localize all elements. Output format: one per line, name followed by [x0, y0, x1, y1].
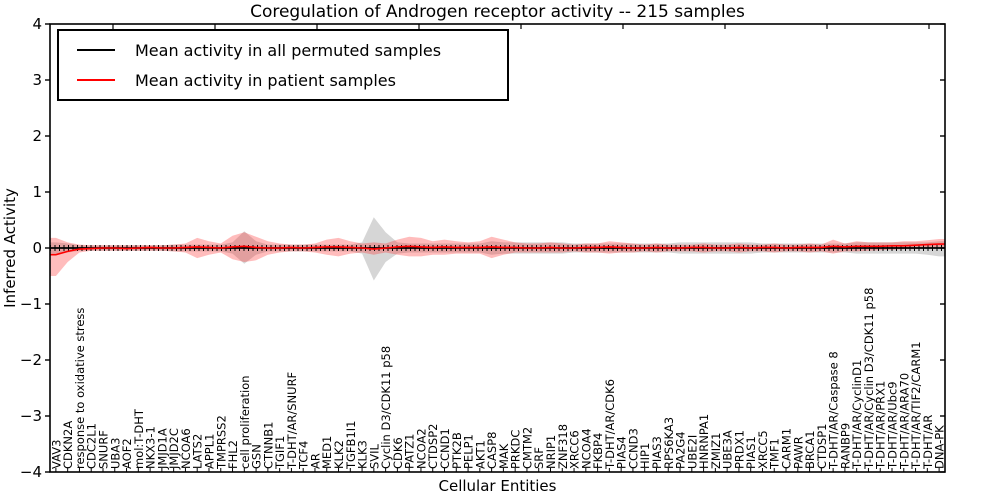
x-tick-label: PELP1 [462, 434, 476, 469]
x-tick-label: FHL2 [226, 440, 240, 469]
x-tick-label: TMPRSS2 [214, 415, 228, 470]
black-line-sample-icon [77, 49, 115, 51]
x-tick-label: response to oxidative stress [73, 308, 87, 469]
x-tick-label: CARM1 [780, 428, 794, 469]
x-tick-label: Cyclin D3/CDK11 p58 [379, 346, 393, 469]
x-tick-label: T-DHT/AR/Cyclin D3/CDK11 p58 [862, 288, 876, 470]
x-tick-label: XRCC5 [756, 430, 770, 469]
x-tick-label: AOF2 [120, 438, 134, 469]
y-tick-label: 1 [32, 183, 42, 201]
x-tick-label: CCND1 [438, 428, 452, 469]
x-tick-label: CDC2L1 [85, 423, 99, 469]
x-tick-label: cell proliferation [238, 375, 252, 469]
x-tick-label: VAV3 [49, 440, 63, 469]
x-tick-label: KLK3 [356, 440, 370, 469]
x-tick-label: MAK [497, 443, 511, 469]
legend-entry-permuted: Mean activity in all permuted samples [59, 35, 507, 65]
x-tick-label: CMTM2 [520, 427, 534, 469]
x-tick-label: XRCC6 [568, 430, 582, 469]
x-tick-label: PATZ1 [403, 434, 417, 469]
y-axis-label: Inferred Activity [1, 188, 19, 308]
y-tick-label: 4 [32, 15, 42, 33]
x-tick-label: NCOA4 [579, 428, 593, 469]
x-tick-label: PA2G4 [674, 431, 688, 469]
x-tick-label: ZNF318 [556, 424, 570, 469]
x-tick-label: JMJD2C [167, 428, 181, 470]
x-tick-label: PAWR [791, 436, 805, 469]
x-tick-label: TGFB1I1 [344, 421, 358, 470]
x-tick-label: SNURF [97, 430, 111, 469]
x-tick-label: T-DHT/AR/TIF2/CARM1 [909, 341, 923, 470]
x-tick-label: T-DHT/AR/CDK6 [603, 379, 617, 470]
patient-samples-band [50, 232, 945, 276]
x-tick-label: FKBP4 [591, 433, 605, 469]
x-tick-label: CDKN2A [61, 421, 75, 469]
x-tick-label: PRDX1 [732, 430, 746, 469]
x-tick-label: DNA-PK [933, 425, 947, 469]
x-tick-label: BRCA1 [803, 430, 817, 469]
x-tick-label: APPL1 [203, 434, 217, 469]
x-tick-label: CASP8 [485, 432, 499, 469]
x-tick-label: T-DHT/AR/Ubc9 [886, 381, 900, 470]
x-tick-label: PTK2B [450, 432, 464, 469]
x-tick-label: SRF [532, 447, 546, 469]
x-tick-label: CTNNB1 [261, 422, 275, 469]
x-tick-label: SVIL [367, 443, 381, 469]
x-tick-label: T-DHT/AR/SNURF [285, 372, 299, 470]
x-tick-label: CTDSP2 [426, 424, 440, 469]
x-tick-label: CCND3 [626, 428, 640, 469]
y-tick-label: 0 [32, 239, 42, 257]
y-tick-label: −2 [20, 351, 42, 369]
x-tick-label: T-DHT/AR/Caspase 8 [827, 351, 841, 470]
x-tick-label: MED1 [320, 436, 334, 469]
x-tick-label: TMF1 [768, 438, 782, 470]
x-tick-label: T-DHT/AR/ARA70 [897, 373, 911, 470]
x-tick-label: PRKDC [509, 430, 523, 469]
y-tick-label: −1 [20, 295, 42, 313]
x-tick-label: PIAS4 [615, 436, 629, 469]
x-tick-label: TCF4 [297, 441, 311, 470]
x-tick-label: PIAS3 [650, 436, 664, 469]
x-tick-label: T-DHT/AR [921, 415, 935, 470]
patient-mean-line [50, 243, 945, 256]
x-tick-label: NRIP1 [544, 435, 558, 469]
y-tick-label: −3 [20, 407, 42, 425]
x-tick-label: RANBP9 [838, 423, 852, 469]
y-tick-label: −4 [20, 463, 42, 481]
x-tick-label: AKT1 [473, 440, 487, 469]
x-axis-label: Cellular Entities [438, 477, 557, 495]
x-tick-label: RPS6KA3 [662, 417, 676, 469]
x-tick-label: CDK6 [391, 437, 405, 469]
x-tick-label: LATS2 [191, 434, 205, 469]
x-tick-label: CTDSP1 [815, 424, 829, 469]
x-tick-label: T-DHT/AR/PRX1 [874, 381, 888, 470]
red-line-sample-icon [77, 79, 115, 81]
legend-entry-patient: Mean activity in patient samples [59, 65, 507, 95]
x-tick-label: AR [309, 453, 323, 469]
x-tick-label: NCOA2 [415, 428, 429, 469]
x-tick-label: ZMIZ1 [709, 433, 723, 469]
legend-label-patient: Mean activity in patient samples [135, 70, 396, 90]
x-tick-label: UBE3A [721, 430, 735, 469]
x-tick-label: TGIF1 [273, 436, 287, 470]
chart-title: Coregulation of Androgen receptor activi… [250, 2, 745, 22]
x-tick-label: HNRNPA1 [697, 414, 711, 469]
y-tick-label: 3 [32, 71, 42, 89]
x-tick-label: NCOA6 [179, 428, 193, 469]
y-tick-label: 2 [32, 127, 42, 145]
x-tick-label: mol:T-DHT [132, 408, 146, 469]
x-tick-label: UBA3 [108, 438, 122, 470]
x-tick-label: HIP1 [638, 443, 652, 469]
x-tick-label: JMJD1A [155, 428, 169, 470]
x-tick-label: GSN [250, 444, 264, 469]
x-tick-label: KLK2 [332, 440, 346, 469]
x-tick-label: UBE2I [685, 435, 699, 469]
legend-label-permuted: Mean activity in all permuted samples [135, 40, 442, 60]
x-tick-label: PIAS1 [744, 436, 758, 469]
legend-box: Mean activity in all permuted samples Me… [57, 29, 509, 101]
x-tick-label: T-DHT/AR/CyclinD1 [850, 360, 864, 470]
x-tick-label: NKX3-1 [144, 426, 158, 469]
